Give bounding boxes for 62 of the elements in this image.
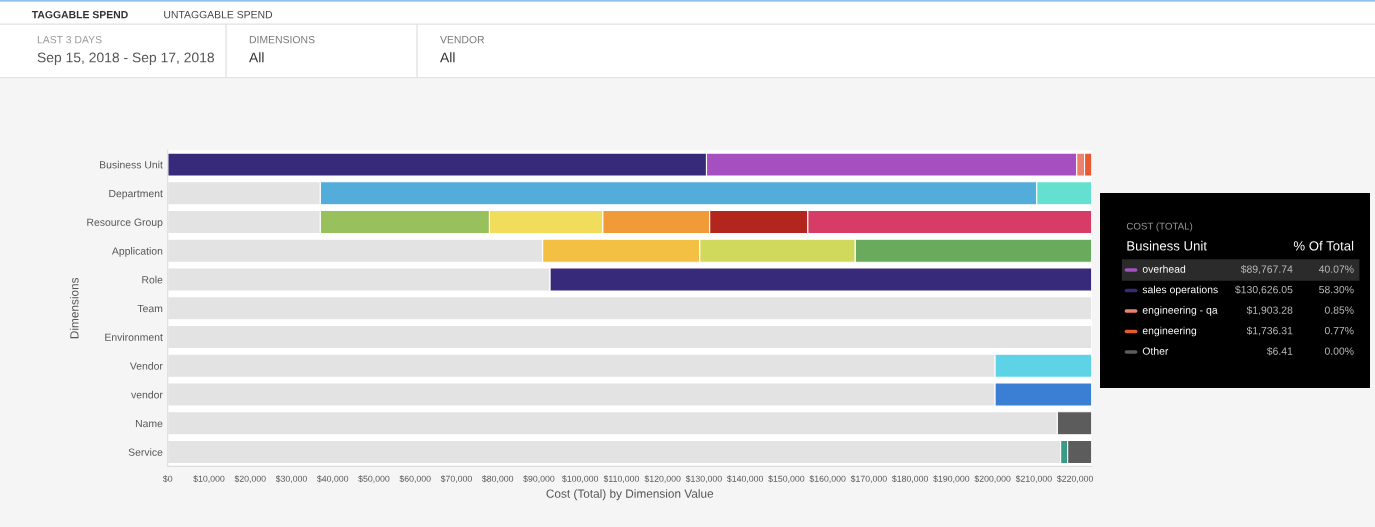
x-tick-label: $40,000 <box>317 475 349 483</box>
text: 58.30% <box>1319 285 1354 294</box>
text: UNTAGGABLE SPEND <box>164 10 273 19</box>
text: VENDOR <box>440 35 485 44</box>
y-tick-label: Application <box>111 247 163 257</box>
text: engineering <box>1142 326 1197 337</box>
x-tick-label: $200,000 <box>974 475 1011 483</box>
x-tick-label: $100,000 <box>562 475 599 483</box>
y-axis-title: Dimensions <box>69 277 79 339</box>
text: 0.77% <box>1324 326 1354 335</box>
y-tick-label: Business Unit <box>100 160 163 169</box>
x-tick-label: $60,000 <box>399 475 431 483</box>
text: sales operations <box>1142 285 1218 296</box>
x-tick-label: $10,000 <box>193 475 225 483</box>
y-tick-label: Name <box>135 419 163 428</box>
text: overhead <box>1142 265 1186 273</box>
text: TAGGABLE SPEND <box>31 10 128 19</box>
x-tick-label: $190,000 <box>933 475 970 483</box>
x-tick-label: $170,000 <box>850 475 887 483</box>
y-tick-label: Environment <box>105 333 163 341</box>
text: Sep 15, 2018 - Sep 17, 2018 <box>37 52 215 66</box>
text: COST (TOTAL) <box>1126 222 1193 232</box>
text: 40.07% <box>1318 265 1354 273</box>
text: $89,767.74 <box>1240 264 1293 275</box>
x-tick-label: $210,000 <box>1015 475 1052 483</box>
y-tick-label: Department <box>109 189 163 200</box>
text: $1,903.28 <box>1246 305 1293 316</box>
text: DIMENSIONS <box>249 35 315 44</box>
x-tick-label: $50,000 <box>358 475 390 483</box>
text: engineering - qa <box>1142 306 1218 316</box>
y-tick-label: vendor <box>131 390 163 399</box>
y-tick-label: Resource Group <box>87 218 163 228</box>
x-tick-label: $120,000 <box>644 475 681 483</box>
x-tick-label: $0 <box>162 475 173 483</box>
text: LAST 3 DAYS <box>37 35 102 44</box>
x-tick-label: $220,000 <box>1056 475 1093 483</box>
text: Business Unit <box>1127 240 1207 251</box>
text: Other <box>1142 347 1169 355</box>
x-tick-label: $110,000 <box>603 475 639 483</box>
text: 0.00% <box>1324 347 1354 355</box>
y-tick-label: Vendor <box>129 362 163 370</box>
text: % Of Total <box>1293 240 1354 251</box>
x-axis-title: Cost (Total) by Dimension Value <box>546 489 714 501</box>
text: 0.85% <box>1324 306 1354 314</box>
y-tick-label: Role <box>142 275 163 284</box>
x-tick-label: $150,000 <box>768 475 805 483</box>
x-tick-label: $180,000 <box>891 475 929 483</box>
x-tick-label: $160,000 <box>809 475 846 483</box>
text: All <box>440 52 455 63</box>
text: All <box>249 52 264 63</box>
text: $6.41 <box>1266 346 1293 356</box>
x-tick-label: $140,000 <box>727 475 764 483</box>
x-tick-label: $30,000 <box>275 475 307 483</box>
x-tick-label: $70,000 <box>440 475 472 483</box>
text: $130,626.05 <box>1235 285 1293 295</box>
y-tick-label: Team <box>137 304 163 313</box>
x-tick-label: $90,000 <box>523 475 555 483</box>
x-tick-label: $130,000 <box>685 475 722 483</box>
x-tick-label: $80,000 <box>481 475 514 483</box>
y-tick-label: Service <box>128 448 163 456</box>
text: $1,736.31 <box>1246 326 1293 336</box>
x-tick-label: $20,000 <box>234 475 266 483</box>
